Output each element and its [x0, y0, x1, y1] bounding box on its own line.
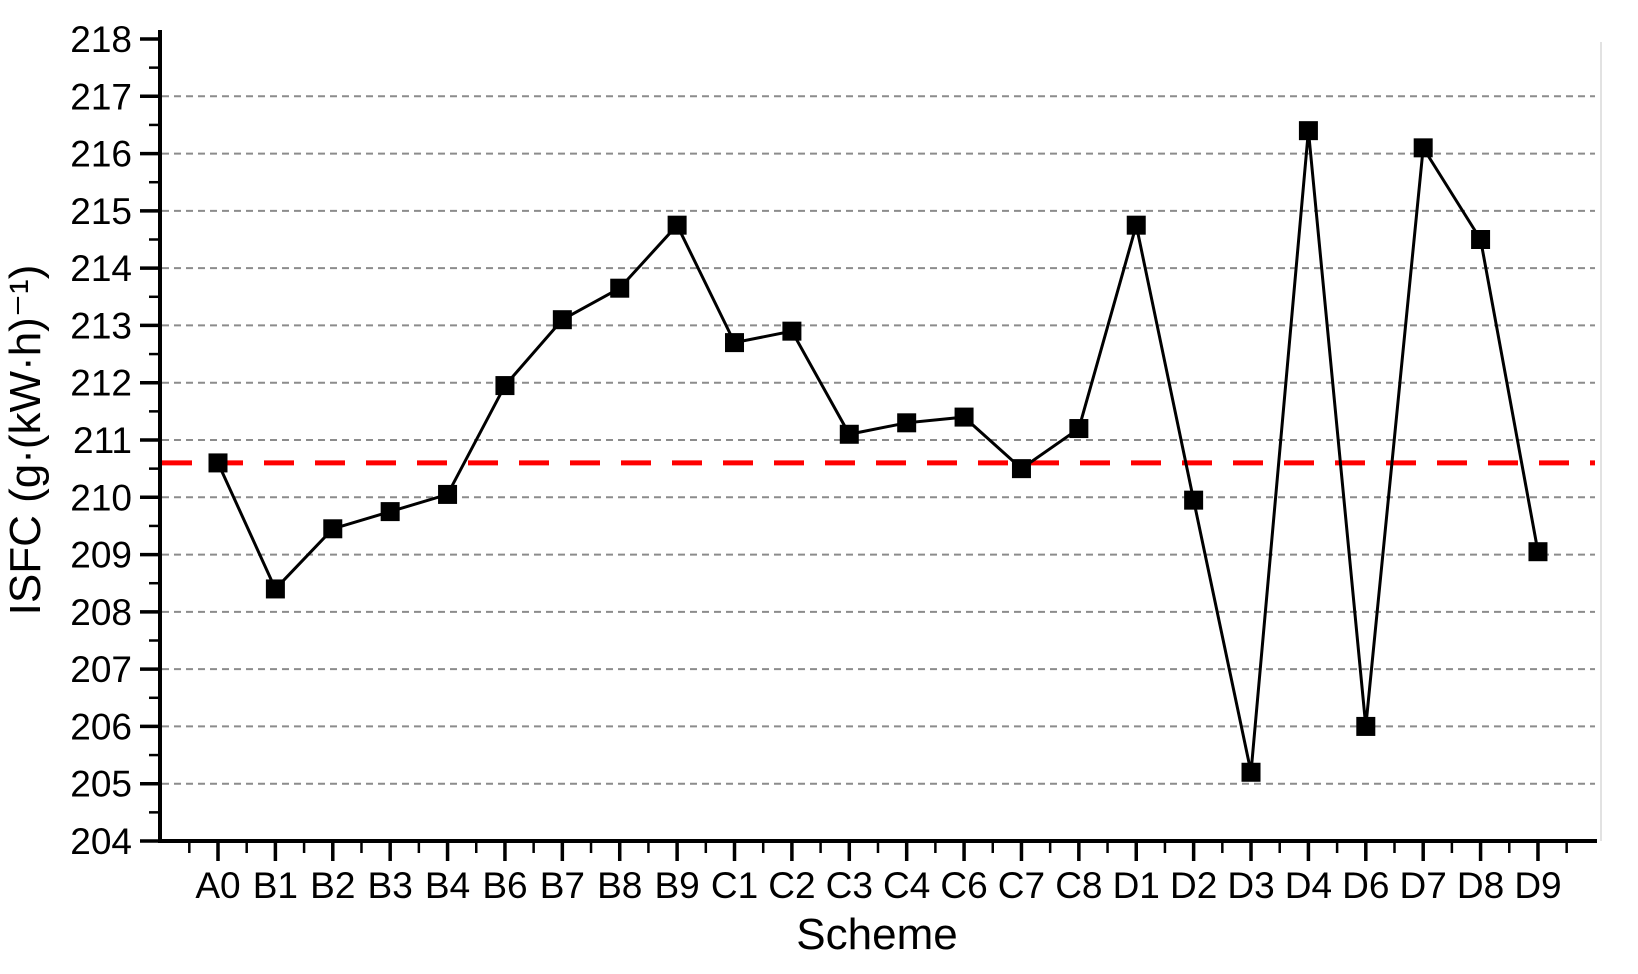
- data-point-marker-C6: [954, 407, 974, 427]
- y-axis-title: ISFC (g·(kW·h)⁻¹): [1, 265, 50, 616]
- data-point-marker-B8: [610, 278, 630, 298]
- y-tick-label: 204: [70, 821, 132, 862]
- data-point-marker-D3: [1241, 762, 1261, 782]
- data-point-marker-B2: [323, 519, 343, 539]
- data-point-marker-B4: [438, 484, 458, 504]
- data-point-marker-C1: [725, 333, 745, 353]
- x-tick-label: C7: [998, 865, 1045, 906]
- y-tick-label: 210: [70, 477, 132, 518]
- x-tick-label: C3: [826, 865, 873, 906]
- data-point-marker-B3: [380, 502, 400, 522]
- data-point-marker-D6: [1356, 716, 1376, 736]
- y-tick-label: 209: [70, 535, 132, 576]
- data-point-marker-D8: [1471, 230, 1491, 249]
- y-tick-label: 216: [70, 134, 132, 175]
- x-tick-label: C2: [768, 865, 815, 906]
- data-point-marker-C8: [1069, 419, 1089, 439]
- y-tick-label: 212: [70, 363, 132, 404]
- x-tick-label: B3: [368, 865, 413, 906]
- x-tick-label: C1: [711, 865, 758, 906]
- x-tick-label: A0: [195, 865, 240, 906]
- x-tick-label: B8: [597, 865, 642, 906]
- data-point-marker-C7: [1011, 459, 1031, 479]
- x-tick-label: C8: [1055, 865, 1102, 906]
- x-tick-label: D2: [1170, 865, 1217, 906]
- data-point-marker-D9: [1528, 542, 1548, 562]
- x-tick-label: B1: [253, 865, 298, 906]
- x-tick-label: C6: [940, 865, 987, 906]
- data-markers-group: [208, 121, 1548, 782]
- x-tick-label: B2: [310, 865, 355, 906]
- series-line-group: [216, 130, 1540, 773]
- data-point-marker-D2: [1184, 490, 1204, 510]
- x-tick-label: D4: [1285, 865, 1332, 906]
- gridlines-group: [162, 95, 1595, 785]
- x-tick-label: D7: [1400, 865, 1447, 906]
- x-tick-label: B9: [654, 865, 699, 906]
- data-point-marker-B9: [667, 215, 687, 235]
- x-tick-label: D6: [1342, 865, 1389, 906]
- y-tick-label: 207: [70, 649, 132, 690]
- x-tick-label: B7: [540, 865, 585, 906]
- x-tick-label: D8: [1457, 865, 1504, 906]
- data-point-marker-C3: [839, 424, 859, 444]
- ticks-group: [140, 37, 1568, 861]
- y-tick-label: 208: [70, 592, 132, 633]
- data-point-marker-C4: [897, 413, 917, 433]
- axes-group: [158, 30, 1597, 843]
- data-point-marker-C2: [782, 321, 802, 341]
- data-point-marker-B7: [552, 310, 572, 330]
- y-tick-label: 211: [73, 420, 132, 461]
- x-tick-label: C4: [883, 865, 930, 906]
- x-axis-title: Scheme: [796, 910, 957, 959]
- y-tick-label: 206: [70, 706, 132, 747]
- y-tick-label: 215: [70, 191, 132, 232]
- x-tick-label: B4: [425, 865, 470, 906]
- data-point-marker-D7: [1413, 138, 1433, 158]
- data-point-marker-A0: [208, 453, 228, 473]
- y-tick-label: 213: [70, 305, 132, 346]
- data-point-marker-D1: [1126, 215, 1146, 235]
- series-line: [216, 130, 1540, 773]
- data-point-marker-B6: [495, 376, 515, 396]
- data-point-marker-D4: [1298, 121, 1318, 141]
- x-tick-label: B6: [482, 865, 527, 906]
- y-tick-label: 218: [70, 19, 132, 60]
- x-tick-label: D1: [1113, 865, 1160, 906]
- y-tick-label: 214: [70, 248, 132, 289]
- x-tick-label: D3: [1227, 865, 1274, 906]
- x-tick-label: D9: [1514, 865, 1561, 906]
- y-tick-label: 205: [70, 764, 132, 805]
- data-point-marker-B1: [265, 579, 285, 599]
- y-tick-label: 217: [70, 76, 132, 117]
- tick-labels-group: 204 205 206 207 208 209 210 211 212 213 214 215 216 2…: [70, 19, 1561, 906]
